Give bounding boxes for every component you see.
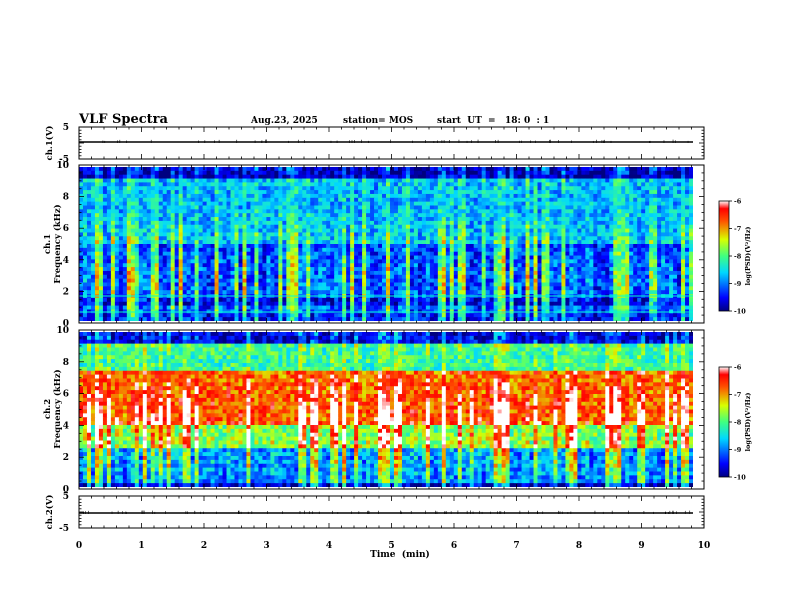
x-tick-label: 2 [201, 541, 207, 551]
colorbar-tick-label: -7 [734, 225, 741, 233]
x-tick-label: 4 [326, 541, 332, 551]
ch2-spectrogram [79, 332, 693, 487]
x-tick-label: 10 [698, 541, 711, 551]
colorbar-tick-label: -10 [734, 474, 746, 482]
x-tick-label: 3 [263, 541, 269, 551]
y-tick-label: 2 [63, 287, 69, 297]
y-tick-label: 2 [63, 453, 69, 463]
colorbar-tick-label: -10 [734, 308, 746, 316]
ch1-spectrogram [79, 167, 693, 321]
y-tick-label: 10 [56, 161, 69, 171]
colorbar-tick-label: -9 [734, 446, 742, 454]
y-tick-label: 4 [63, 256, 69, 266]
x-tick-label: 5 [388, 541, 394, 551]
colorbar-tick-label: -8 [734, 419, 742, 427]
ch1-voltage-ylabel: ch.1(V) [44, 126, 55, 161]
header-date: Aug.23, 2025 [250, 116, 318, 126]
x-tick-label: 9 [638, 541, 644, 551]
y-tick-label: 8 [63, 358, 69, 368]
ch2-frequency-ylabel: ch.2Frequency (kHz) [43, 369, 63, 448]
ch1-colorbar-label: log(PSD)(V²/Hz) [744, 227, 752, 286]
y-tick-label: 10 [56, 326, 69, 336]
ch2-colorbar-label: log(PSD)(V²/Hz) [744, 393, 752, 452]
x-axis-label: Time (min) [370, 549, 430, 560]
ch2-voltage-ylabel: ch.2(V) [44, 495, 55, 530]
y-tick-label: 5 [63, 123, 69, 133]
ch1-frequency-ylabel: ch.1Frequency (kHz) [43, 204, 63, 283]
y-tick-label: 6 [63, 224, 69, 234]
x-tick-label: 7 [513, 541, 519, 551]
header-station: station= MOS [343, 116, 413, 126]
colorbar-tick-label: -6 [734, 364, 742, 372]
colorbar-tick-label: -9 [734, 280, 742, 288]
figure-title: VLF Spectra [78, 112, 169, 127]
x-tick-label: 6 [451, 541, 457, 551]
y-tick-label: 6 [63, 390, 69, 400]
y-tick-label: 4 [63, 421, 69, 431]
ch2-colorbar: log(PSD)(V²/Hz) -6 -7 -8 -9 -10 [718, 364, 752, 482]
y-tick-label: 0 [63, 319, 69, 329]
ch1-colorbar: log(PSD)(V²/Hz) -6 -7 -8 -9 -10 [718, 198, 752, 316]
y-tick-label: 8 [63, 193, 69, 203]
y-tick-label: 5 [63, 492, 69, 502]
y-tick-label: -5 [59, 524, 69, 534]
x-tick-label: 1 [138, 541, 144, 551]
y-tick-label: 0 [63, 485, 69, 495]
header-start-ut: start UT = 18: 0 : 1 [437, 116, 549, 126]
x-tick-label: 8 [576, 541, 582, 551]
colorbar-tick-label: -6 [734, 198, 742, 206]
colorbar-tick-label: -7 [734, 391, 741, 399]
x-tick-label: 0 [76, 541, 82, 551]
y-tick-label: -5 [59, 155, 69, 165]
colorbar-tick-label: -8 [734, 253, 742, 261]
